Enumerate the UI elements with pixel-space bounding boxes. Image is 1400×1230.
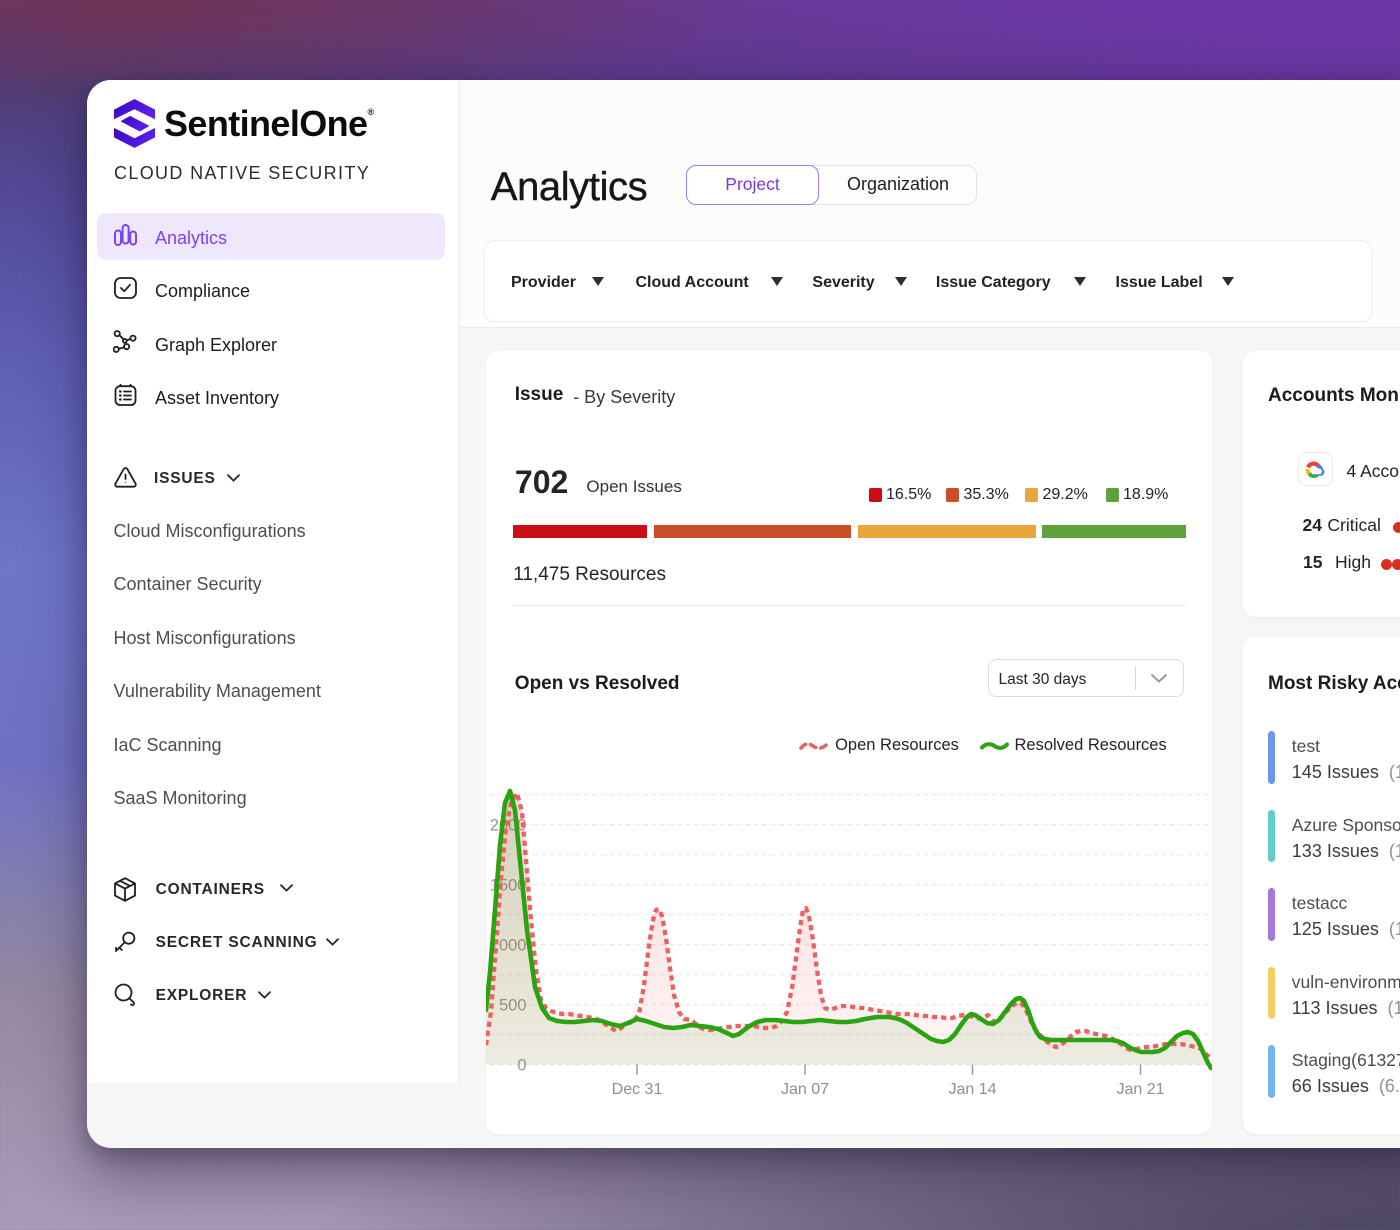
svg-text:Jan 07: Jan 07: [781, 1081, 829, 1098]
svg-text:Jan 14: Jan 14: [948, 1081, 996, 1098]
svg-text:0: 0: [517, 1057, 526, 1075]
svg-text:Jan 21: Jan 21: [1116, 1081, 1164, 1098]
svg-text:Dec 31: Dec 31: [612, 1081, 663, 1098]
